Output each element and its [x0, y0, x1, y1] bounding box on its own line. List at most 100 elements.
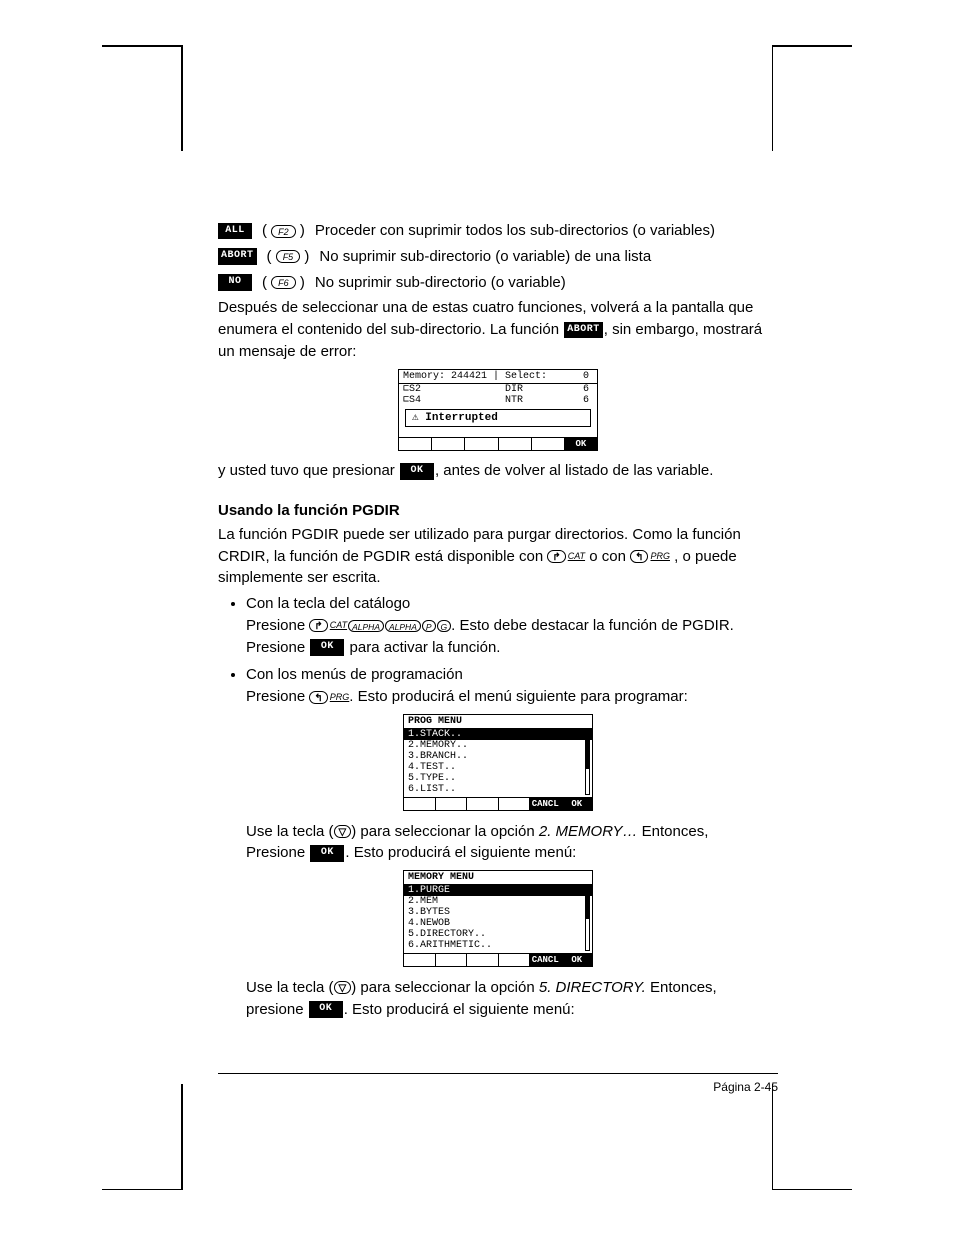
menu-item: 3.BYTES — [404, 907, 592, 918]
lcd-memory-menu-figure: MEMORY MENU 1.PURGE 2.MEM 3.BYTES 4.NEWO… — [218, 870, 778, 973]
softkey-ok-inline: OK — [400, 463, 434, 480]
g-key: G — [437, 620, 452, 632]
bullet-prog-menus: Con los menús de programación Presione ↰… — [246, 664, 778, 708]
menu-item: 1.STACK.. — [404, 729, 592, 740]
lcd-titlebar: Memory: 244421 | Select: 0 — [399, 370, 597, 384]
alpha-key: ALPHA — [385, 620, 421, 632]
text: . Esto producirá el siguiente menú: — [344, 1001, 575, 1018]
left-shift-key: ↰ — [630, 550, 648, 563]
text: . Esto debe destacar la función de PGDIR… — [451, 617, 734, 634]
crop-mark — [772, 1084, 774, 1190]
prg-key-label: PRG — [329, 691, 350, 704]
softkey-row-abort: ABORT ( F5 ) No suprimir sub-directorio … — [218, 246, 778, 268]
section-heading-pgdir: Usando la función PGDIR — [218, 500, 778, 522]
softkey-no: NO — [218, 274, 252, 291]
softkey-all-desc: Proceder con suprimir todos los sub-dire… — [315, 220, 715, 242]
cat-key-label: CAT — [329, 619, 347, 632]
text: . Esto producirá el siguiente menú: — [345, 844, 576, 861]
text: , antes de volver al listado de las vari… — [435, 462, 714, 479]
text: ) para seleccionar la opción — [351, 979, 539, 996]
text: . Esto producirá el menú siguiente para … — [349, 688, 688, 705]
text: o con — [585, 548, 630, 565]
text: ) para seleccionar la opción — [351, 823, 539, 840]
lcd-menu-body: 1.PURGE 2.MEM 3.BYTES 4.NEWOB 5.DIRECTOR… — [404, 885, 592, 953]
lcd-dialog: ⚠ Interrupted — [405, 409, 591, 427]
bullet-title: Con los menús de programación — [246, 666, 463, 683]
right-shift-key: ↱ — [547, 550, 565, 563]
softkey-all: ALL — [218, 223, 252, 240]
text: para activar la función. — [345, 639, 500, 656]
softkey-abort: ABORT — [218, 248, 257, 265]
menu-option-text: 5. DIRECTORY. — [539, 979, 646, 996]
fkey-f5: F5 — [276, 250, 301, 263]
lcd-interrupted: Memory: 244421 | Select: 0 ⊏S2 DIR 6 ⊏S4… — [398, 369, 598, 451]
paragraph-after-select: Después de seleccionar una de estas cuat… — [218, 297, 778, 362]
menu-item: 6.LIST.. — [404, 784, 592, 795]
scrollbar — [585, 731, 590, 795]
text: presione — [246, 1001, 308, 1018]
paren-group: ( F5 ) — [267, 246, 310, 268]
crop-mark — [181, 1084, 183, 1190]
menu-item: 3.BRANCH.. — [404, 751, 592, 762]
crop-mark — [181, 45, 183, 151]
lcd-menu-body: 1.STACK.. 2.MEMORY.. 3.BRANCH.. 4.TEST..… — [404, 729, 592, 797]
fkey-f6: F6 — [271, 276, 296, 289]
key-sequence: ↱CATALPHAALPHAPG — [309, 619, 451, 632]
bullet-line: Presione ↱CATALPHAALPHAPG. Esto debe des… — [246, 615, 778, 637]
lcd-dialog-text: Interrupted — [425, 412, 498, 424]
key-seq-right-cat: ↱CAT — [547, 550, 585, 563]
crop-mark — [772, 45, 852, 47]
crop-mark — [102, 1189, 182, 1191]
crop-mark — [772, 45, 774, 151]
menu-item: 1.PURGE — [404, 885, 592, 896]
key-seq-left-prg: ↰PRG — [630, 550, 670, 563]
softkey-ok-inline: OK — [309, 1001, 343, 1018]
lcd-line: ⊏S2 DIR 6 — [399, 384, 597, 395]
alpha-key: ALPHA — [348, 620, 384, 632]
fkey-f2: F2 — [271, 225, 296, 238]
lcd-soft-ok: OK — [562, 798, 593, 810]
down-arrow-key: ▽ — [334, 825, 352, 838]
cat-key-label: CAT — [567, 550, 585, 563]
softkey-ok-inline: OK — [310, 845, 344, 862]
bullet-line: Presione ↰PRG. Esto producirá el menú si… — [246, 686, 778, 708]
lcd-line: ⊏S4 NTR 6 — [399, 395, 597, 406]
text: Use la tecla ( — [246, 823, 334, 840]
menu-item: 2.MEMORY.. — [404, 740, 592, 751]
warning-icon: ⚠ — [412, 412, 419, 424]
text: Entonces, — [637, 823, 708, 840]
text: Presione — [246, 688, 309, 705]
crop-mark — [772, 1189, 852, 1191]
paren-group: ( F2 ) — [262, 220, 305, 242]
menu-item: 2.MEM — [404, 896, 592, 907]
lcd-softrow: OK — [399, 437, 597, 450]
lcd-prog-menu-figure: PROG MENU 1.STACK.. 2.MEMORY.. 3.BRANCH.… — [218, 714, 778, 817]
bullet-list: Con la tecla del catálogo Presione ↱CATA… — [218, 593, 778, 708]
bullet-catalog: Con la tecla del catálogo Presione ↱CATA… — [246, 593, 778, 658]
footer-rule — [218, 1073, 778, 1074]
scrollbar — [585, 887, 590, 951]
lcd-memory-menu: MEMORY MENU 1.PURGE 2.MEM 3.BYTES 4.NEWO… — [403, 870, 593, 967]
lcd-soft-ok: OK — [562, 954, 593, 966]
menu-item: 6.ARITHMETIC.. — [404, 940, 592, 951]
softkey-row-no: NO ( F6 ) No suprimir sub-directorio (o … — [218, 272, 778, 294]
text: Presione — [246, 617, 309, 634]
key-seq-left-prg: ↰PRG — [309, 691, 349, 704]
lcd-prog-menu: PROG MENU 1.STACK.. 2.MEMORY.. 3.BRANCH.… — [403, 714, 593, 811]
text: Use la tecla ( — [246, 979, 334, 996]
menu-item: 4.TEST.. — [404, 762, 592, 773]
down-arrow-key: ▽ — [334, 981, 352, 994]
bullet-title: Con la tecla del catálogo — [246, 595, 410, 612]
menu-option-text: 2. MEMORY… — [539, 823, 638, 840]
menu-item: 4.NEWOB — [404, 918, 592, 929]
left-shift-key: ↰ — [309, 691, 327, 704]
prg-key-label: PRG — [649, 550, 670, 563]
softkey-no-desc: No suprimir sub-directorio (o variable) — [315, 272, 566, 294]
crop-mark — [102, 45, 182, 47]
right-shift-key: ↱ — [309, 619, 327, 632]
bullet-line: Presione OK para activar la función. — [246, 637, 778, 659]
lcd-menu-title: PROG MENU — [404, 715, 592, 729]
lcd-soft-ok: OK — [565, 438, 597, 450]
paren-group: ( F6 ) — [262, 272, 305, 294]
paragraph-pgdir-intro: La función PGDIR puede ser utilizado par… — [218, 524, 778, 589]
